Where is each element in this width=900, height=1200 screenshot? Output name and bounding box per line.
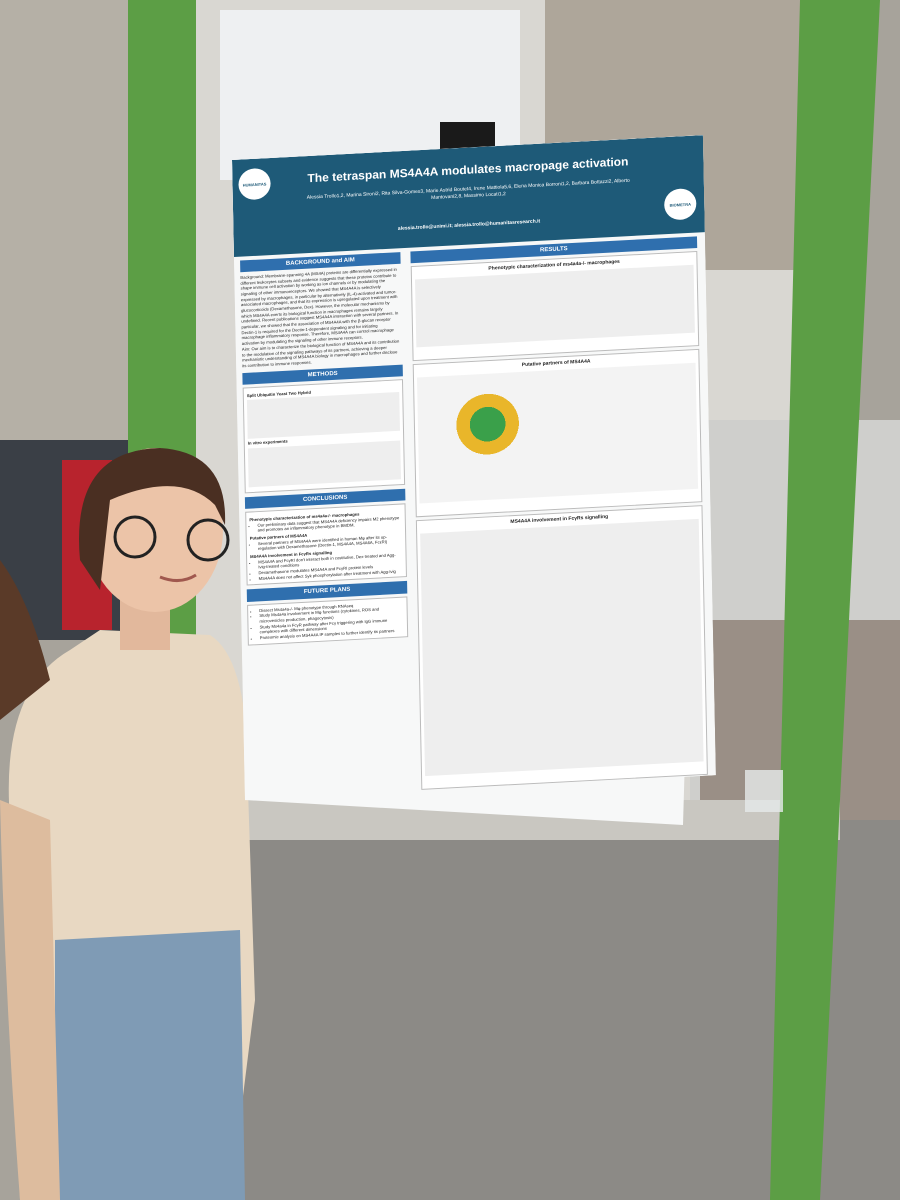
background-text: Background: Membrane-spanning 4A (MS4A) … xyxy=(240,266,399,347)
method-figure xyxy=(246,392,401,440)
glasses-right xyxy=(186,518,230,562)
future-list: Dissect Ms4a4a-/- Mφ phenotype through R… xyxy=(251,600,404,641)
results-panel: Putative partners of MS4A4A xyxy=(412,349,703,518)
left-column: BACKGROUND and AIM Background: Membrane-… xyxy=(240,248,409,648)
glasses-left xyxy=(113,515,157,559)
arm xyxy=(0,800,60,1200)
hair xyxy=(79,448,226,590)
panel-figure xyxy=(414,264,695,348)
poster-content: The tetraspan MS4A4A modulates macropage… xyxy=(232,135,716,800)
future-box: Dissect Ms4a4a-/- Mφ phenotype through R… xyxy=(247,595,409,646)
cup xyxy=(745,770,783,812)
wall-left xyxy=(0,0,130,460)
panel-figure xyxy=(420,518,704,776)
poster-body: The tetraspan MS4A4A modulates macropage… xyxy=(232,135,716,801)
panel-figure xyxy=(416,362,699,504)
methods-box: Split Ubiquitin Yeast Two Hybrid In vitro… xyxy=(242,378,406,494)
jeans xyxy=(55,930,245,1200)
green-frame-right xyxy=(770,0,880,1200)
smile xyxy=(159,573,197,582)
poster: The tetraspan MS4A4A modulates macropage… xyxy=(232,135,716,800)
method-figure xyxy=(247,440,401,488)
results-panel: Phenotypic characterization of ms4a4a-/-… xyxy=(410,251,700,362)
conclusions-box: Phenotypic characterization of ms4a4a-/-… xyxy=(245,503,407,586)
results-panel: MS4A4A involvement in FcγRs signalling xyxy=(415,505,708,790)
right-column: RESULTS Phenotypic characterization of m… xyxy=(410,233,708,793)
person-edge xyxy=(0,560,50,720)
